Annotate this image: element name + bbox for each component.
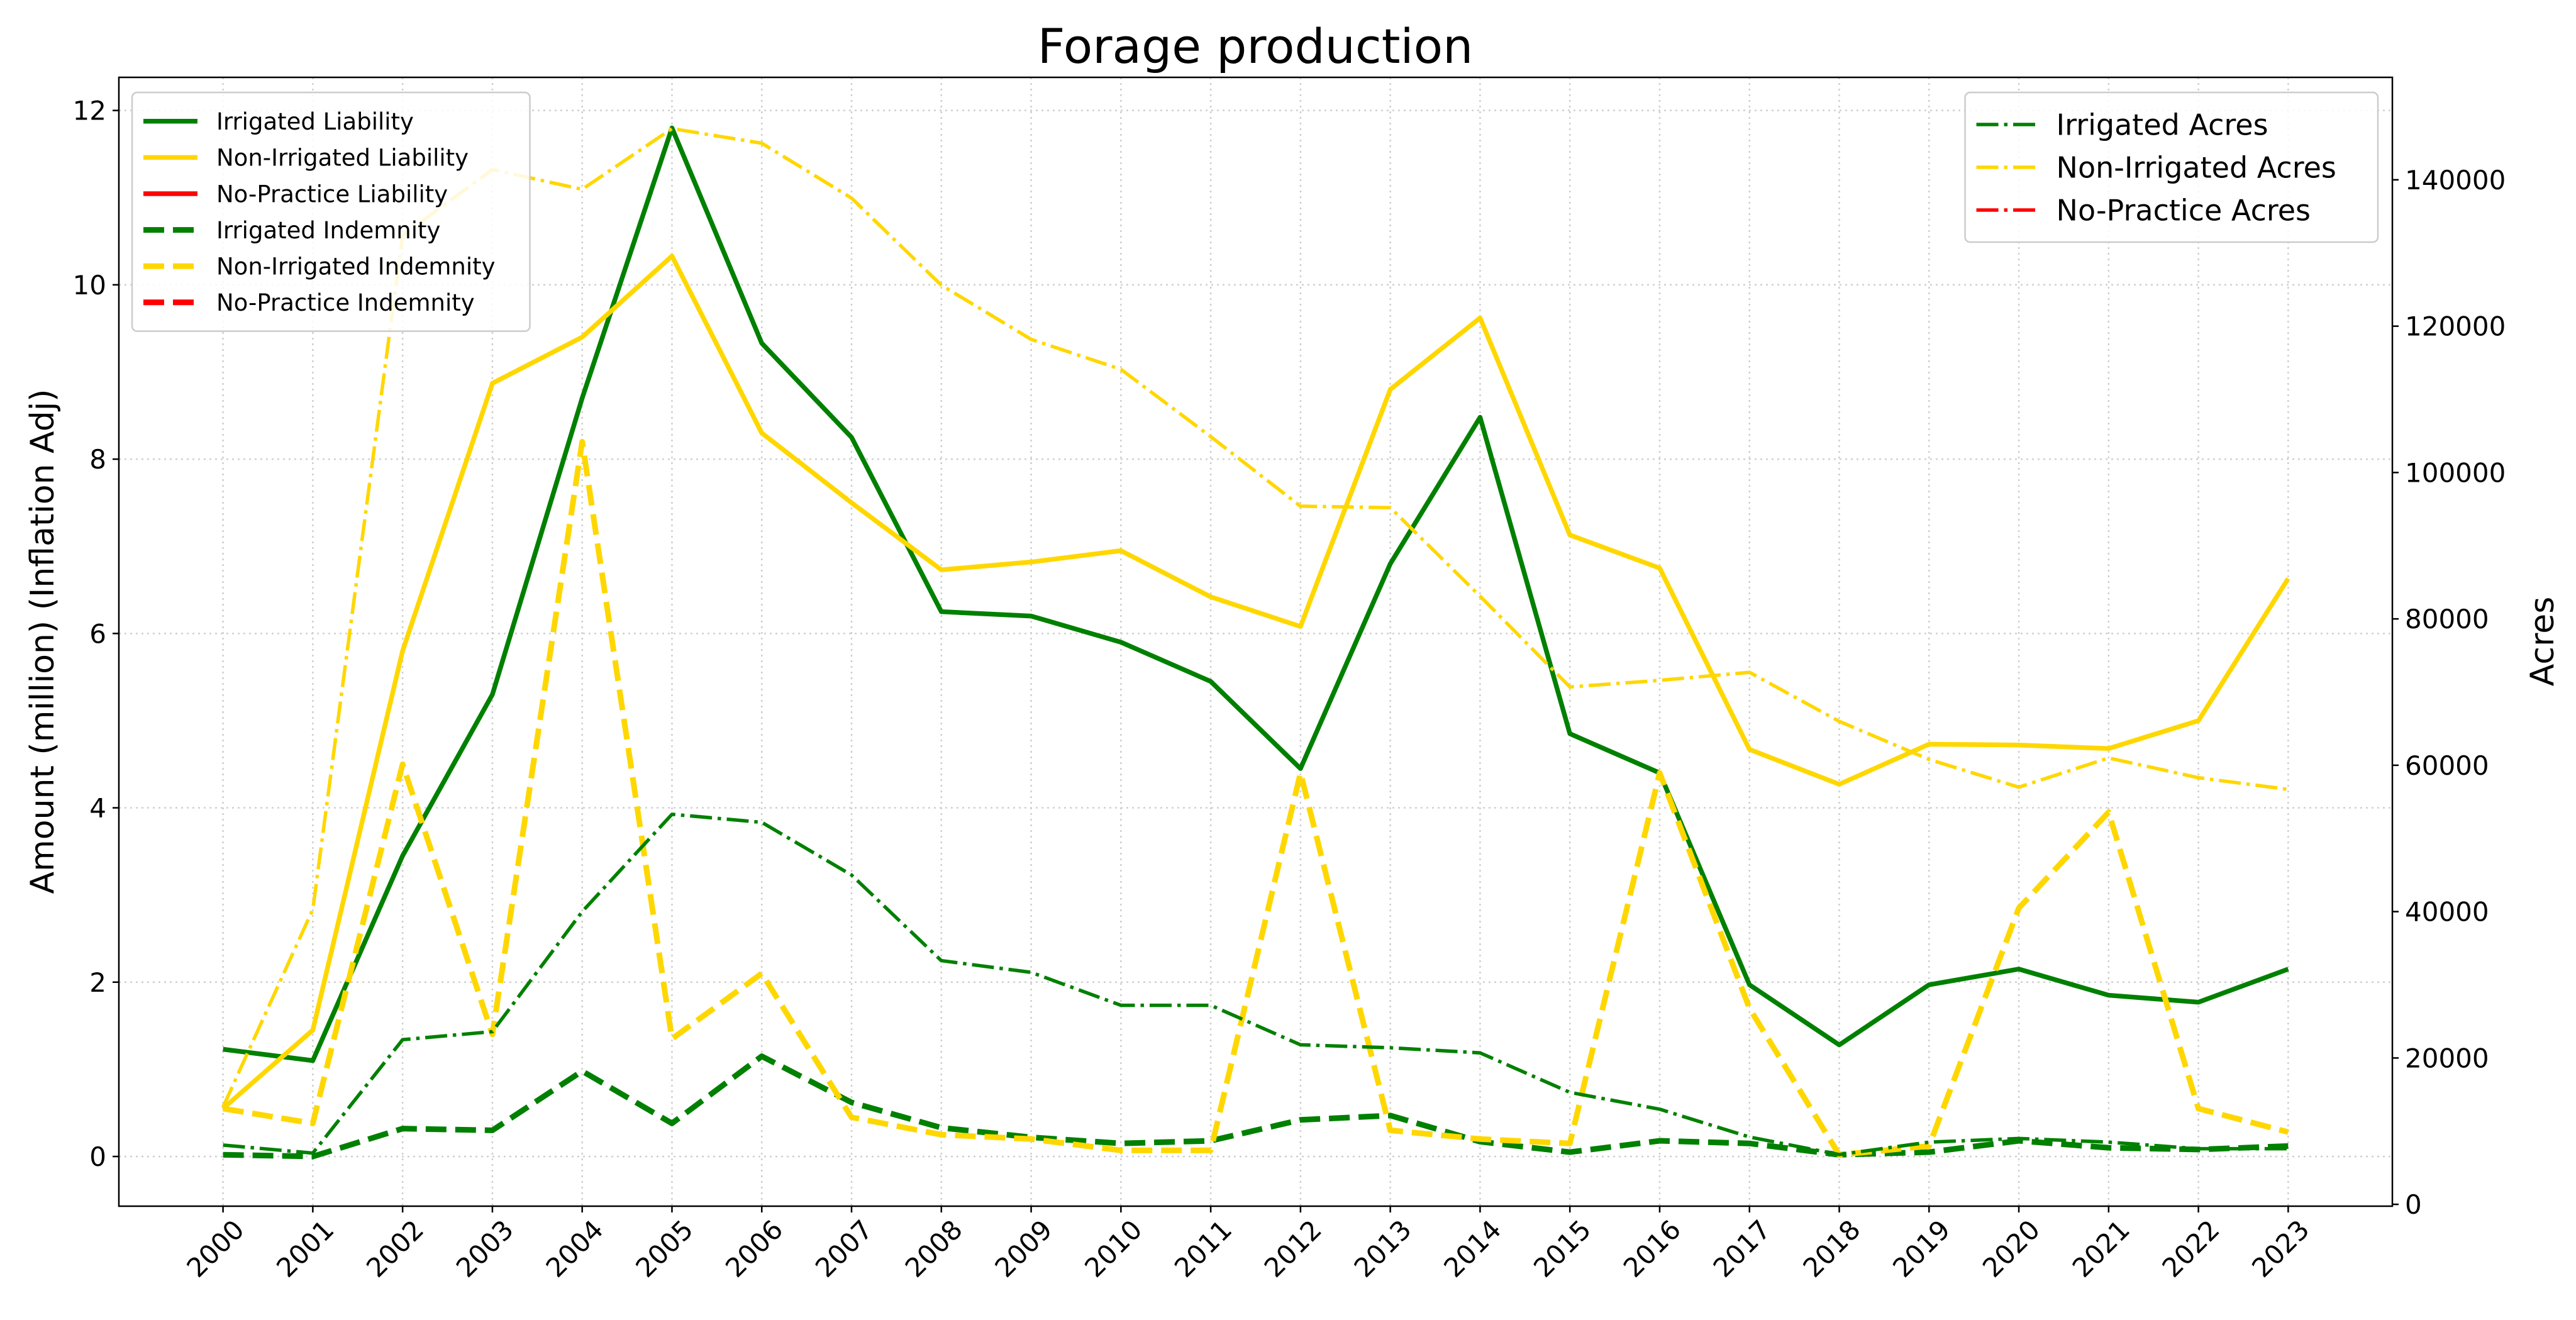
legend-box [1964, 91, 2379, 243]
x-tick-label: 2002 [360, 1214, 430, 1283]
legend-label: Non-Irrigated Liability [216, 145, 469, 172]
x-tick-label: 2023 [2246, 1214, 2315, 1283]
legend-label: Irrigated Liability [216, 108, 414, 135]
y-axis-label: Amount (million) (Inflation Adj) [24, 389, 62, 894]
y-tick-label: 6 [89, 618, 106, 649]
plot-frame [118, 76, 2394, 1207]
x-tick-label: 2011 [1169, 1214, 1238, 1283]
y2-tick-label: 60000 [2405, 750, 2489, 781]
y-tick-label: 4 [89, 793, 106, 824]
x-tick-label: 2014 [1438, 1214, 1507, 1283]
legend-label: No-Practice Liability [216, 180, 448, 208]
y2-tick-label: 100000 [2405, 457, 2506, 488]
legend: Irrigated Liability Non-Irrigated Liabili… [131, 91, 531, 332]
x-tick-label: 2009 [989, 1214, 1058, 1283]
x-tick-label: 2017 [1707, 1214, 1777, 1283]
y2-tick-label: 120000 [2405, 311, 2506, 342]
y2-tick-label: 20000 [2405, 1043, 2489, 1073]
chart-title: Forage production [1038, 18, 1474, 74]
x-tick-label: 2004 [540, 1214, 609, 1283]
y2-axis-label: Acres [2524, 597, 2562, 687]
y2-tick-label: 40000 [2405, 897, 2489, 928]
legend-label: Non-Irrigated Indemnity [216, 253, 496, 280]
y-tick-label: 12 [73, 96, 106, 126]
series-line [223, 1053, 2289, 1160]
legend: Irrigated Acres Non-Irrigated Acres No-Pra… [1964, 91, 2379, 243]
y-tick-label: 8 [89, 444, 106, 475]
x-tick-label: 2013 [1348, 1214, 1417, 1283]
x-tick-label: 2015 [1528, 1214, 1597, 1283]
y2-tick-label: 80000 [2405, 604, 2489, 635]
x-tick-label: 2000 [180, 1214, 250, 1283]
series-line [221, 126, 2289, 1108]
x-tick-label: 2010 [1079, 1214, 1148, 1283]
y-tick-label: 10 [73, 270, 106, 301]
legend-box [131, 91, 531, 332]
legend-label: No-Practice Indemnity [216, 289, 475, 316]
y2-tick-label: 0 [2405, 1189, 2422, 1220]
x-tick-label: 2020 [1977, 1214, 2046, 1283]
series-line [223, 125, 2289, 1063]
x-tick-label: 2008 [899, 1214, 969, 1283]
x-tick-label: 2022 [2156, 1214, 2225, 1283]
y2-tick-label: 140000 [2405, 165, 2506, 196]
x-tick-label: 2007 [809, 1214, 879, 1283]
series-line [222, 438, 2289, 1158]
x-tick-label: 2003 [450, 1214, 519, 1283]
series-line [221, 253, 2290, 1111]
x-tick-label: 2012 [1258, 1214, 1328, 1283]
x-tick-label: 2006 [719, 1214, 789, 1283]
y-tick-label: 2 [89, 967, 106, 998]
x-tick-label: 2018 [1797, 1214, 1866, 1283]
x-tick-label: 2005 [630, 1214, 699, 1283]
legend-label: Irrigated Indemnity [216, 217, 440, 244]
legend-label: Irrigated Acres [2057, 108, 2268, 142]
y-tick-label: 0 [89, 1141, 106, 1172]
x-tick-label: 2021 [2067, 1214, 2136, 1283]
series-line [223, 813, 2289, 1156]
legend-label: No-Practice Acres [2057, 194, 2311, 228]
x-tick-label: 2016 [1618, 1214, 1687, 1283]
x-tick-label: 2019 [1887, 1214, 1956, 1283]
x-tick-label: 2001 [270, 1214, 340, 1283]
legend-label: Non-Irrigated Acres [2057, 151, 2336, 185]
